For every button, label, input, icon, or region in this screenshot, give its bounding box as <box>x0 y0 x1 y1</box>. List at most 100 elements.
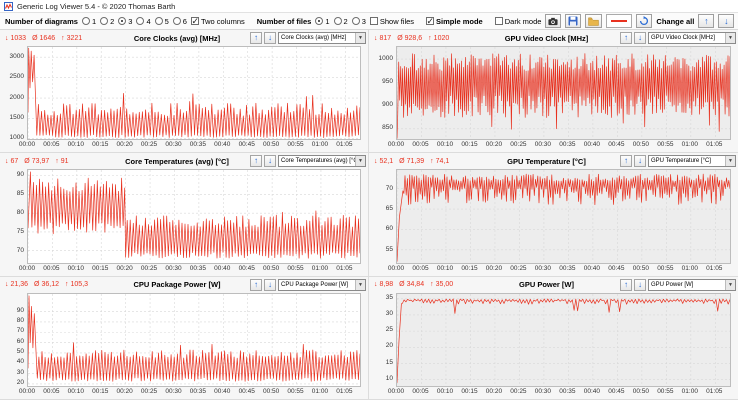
down-arrow-icon: ↓ <box>638 279 642 289</box>
signal-dropdown[interactable]: CPU Package Power [W] ▼ <box>278 278 366 291</box>
plot-area: 10 15 20 25 30 35 00:00 00:05 00:10 00:15 00:20 00… <box>371 292 736 397</box>
dropdown-arrow-button[interactable]: ▼ <box>355 156 365 167</box>
move-chart-up-button[interactable]: ↑ <box>620 155 632 168</box>
files-option-1[interactable]: 1 <box>315 17 330 26</box>
change-all-down-button[interactable]: ↓ <box>718 14 735 28</box>
line-style-sample[interactable] <box>606 14 633 28</box>
change-all-up-button[interactable]: ↑ <box>698 14 715 28</box>
diagrams-option-6[interactable]: 6 <box>172 17 187 26</box>
signal-dropdown[interactable]: Core Temperatures (avg) [°C] ▼ <box>278 155 366 168</box>
x-tick-label: 00:50 <box>262 141 280 149</box>
plot-svg <box>397 170 730 263</box>
max-stat: ↑ 3221 <box>61 35 82 42</box>
radio-icon[interactable] <box>351 17 360 25</box>
avg-value: 34,84 <box>406 281 425 289</box>
move-chart-up-button[interactable]: ↑ <box>620 278 632 291</box>
diagrams-option-5[interactable]: 5 <box>154 17 169 26</box>
y-tick-label: 950 <box>382 77 393 85</box>
files-option-2[interactable]: 2 <box>333 17 348 26</box>
move-chart-up-button[interactable]: ↑ <box>620 32 632 44</box>
signal-dropdown[interactable]: GPU Power [W] ▼ <box>648 278 736 291</box>
move-chart-down-button[interactable]: ↓ <box>264 278 276 291</box>
dark-mode-checkbox[interactable]: Dark mode <box>494 17 541 26</box>
toolbar-right-group: Change all ↑ ↓ <box>565 14 735 28</box>
y-tick-label: 25 <box>385 326 393 334</box>
min-icon: ↓ <box>5 34 9 42</box>
chart-header: ↓ 8,98 Ø 34,84 ↑ 35,00 GPU Power [W] ↑ ↓ GP… <box>371 278 736 292</box>
plot-box <box>396 169 731 264</box>
signal-dropdown-value: GPU Power [W] <box>651 281 694 288</box>
x-tick-label: 00:55 <box>657 141 674 149</box>
signal-dropdown-value: GPU Video Clock [MHz] <box>651 35 715 41</box>
files-option-3[interactable]: 3 <box>351 17 366 26</box>
x-tick-label: 00:15 <box>92 141 109 149</box>
dropdown-arrow-button[interactable]: ▼ <box>725 279 735 290</box>
floppy-icon <box>568 16 578 26</box>
x-tick-label: 00:55 <box>287 388 304 395</box>
series-line <box>28 171 360 259</box>
dropdown-arrow-button[interactable]: ▼ <box>725 156 735 167</box>
screenshot-button[interactable] <box>545 14 562 28</box>
move-chart-up-button[interactable]: ↑ <box>250 278 262 291</box>
diagrams-option-4[interactable]: 4 <box>136 17 151 26</box>
diagrams-option-2[interactable]: 2 <box>100 17 114 26</box>
dropdown-arrow-button[interactable]: ▼ <box>355 279 365 290</box>
min-value: 8,98 <box>379 281 394 289</box>
checkbox-icon[interactable] <box>494 17 503 25</box>
x-tick-label: 00:45 <box>238 264 255 272</box>
save-button[interactable] <box>565 14 582 28</box>
show-files-checkbox[interactable]: Show files <box>369 17 414 26</box>
folder-icon <box>588 17 600 26</box>
y-tick-label: 1500 <box>9 114 24 122</box>
refresh-icon <box>640 16 649 26</box>
signal-dropdown[interactable]: Core Clocks (avg) [MHz] ▼ <box>278 32 366 44</box>
move-chart-down-button[interactable]: ↓ <box>634 155 646 168</box>
move-chart-down-button[interactable]: ↓ <box>264 155 276 168</box>
up-arrow-icon: ↑ <box>624 33 628 42</box>
radio-icon[interactable] <box>154 17 163 25</box>
diagrams-option-1[interactable]: 1 <box>81 17 96 26</box>
x-tick-label: 00:00 <box>387 388 405 395</box>
plot-area: 70 75 80 85 90 00:00 00:05 00:10 00:15 00:20 00:2… <box>2 168 366 273</box>
two-columns-checkbox[interactable]: Two columns <box>190 16 245 27</box>
move-chart-up-button[interactable]: ↑ <box>250 32 262 44</box>
x-tick-label: 00:35 <box>189 264 207 272</box>
chart-stats: ↓ 52,1 Ø 71,39 ↑ 74,1 <box>371 158 477 165</box>
dropdown-arrow-button[interactable]: ▼ <box>355 33 365 43</box>
radio-icon[interactable] <box>333 17 342 25</box>
min-icon: ↓ <box>5 157 9 165</box>
x-tick-label: 00:10 <box>436 264 454 272</box>
series-color-swatch <box>611 20 628 22</box>
move-chart-down-button[interactable]: ↓ <box>634 32 646 44</box>
x-tick-label: 00:40 <box>583 141 601 149</box>
signal-dropdown[interactable]: GPU Temperature [°C] ▼ <box>648 155 736 168</box>
chart-panel-3: ↓ 67 Ø 73,97 ↑ 91 Core Temperatures (avg) [… <box>0 153 369 277</box>
move-chart-down-button[interactable]: ↓ <box>634 278 646 291</box>
move-chart-down-button[interactable]: ↓ <box>264 32 276 44</box>
checkbox-icon[interactable] <box>369 17 378 25</box>
simple-mode-checkbox[interactable]: Simple mode <box>426 16 483 27</box>
x-tick-label: 01:05 <box>336 264 353 272</box>
y-axis: 850 900 950 1000 <box>371 46 396 140</box>
diagrams-option-3[interactable]: 3 <box>118 17 132 26</box>
x-tick-label: 00:30 <box>165 264 182 272</box>
chart-title: GPU Video Clock [MHz] <box>504 33 589 43</box>
checkbox-icon[interactable] <box>190 16 199 27</box>
refresh-button[interactable] <box>636 14 653 28</box>
x-tick-label: 00:20 <box>485 141 503 149</box>
chart-stats: ↓ 8,98 Ø 34,84 ↑ 35,00 <box>371 281 477 288</box>
signal-dropdown[interactable]: GPU Video Clock [MHz] ▼ <box>648 32 736 44</box>
radio-icon[interactable] <box>81 17 90 25</box>
min-value: 52,1 <box>379 157 394 165</box>
plot-box <box>396 292 731 387</box>
radio-icon[interactable] <box>172 17 181 25</box>
open-folder-button[interactable] <box>585 14 603 28</box>
radio-icon[interactable] <box>136 17 145 25</box>
checkbox-icon[interactable] <box>426 16 434 27</box>
dropdown-arrow-button[interactable]: ▼ <box>725 33 735 43</box>
radio-icon[interactable] <box>100 17 109 25</box>
radio-icon[interactable] <box>315 17 324 25</box>
radio-icon[interactable] <box>118 17 127 25</box>
chart-controls: ↑ ↓ Core Clocks (avg) [MHz] ▼ <box>246 32 366 44</box>
move-chart-up-button[interactable]: ↑ <box>250 155 262 168</box>
